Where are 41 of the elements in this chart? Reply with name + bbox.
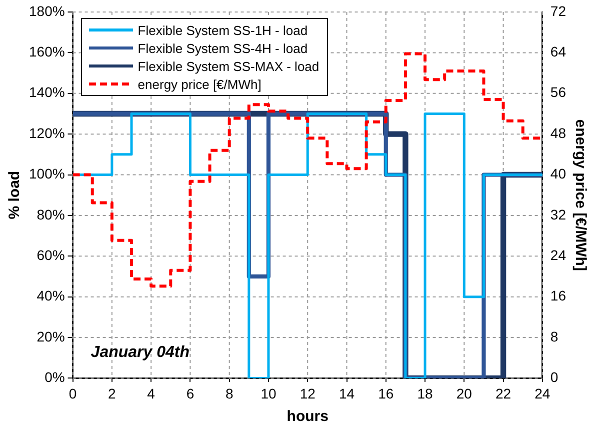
x-tick-label: 18 [417, 385, 434, 402]
y2-tick-label: 56 [550, 84, 566, 100]
x-tick-label: 10 [260, 385, 276, 402]
y2-tick-label: 40 [550, 166, 566, 182]
legend-label: Flexible System SS-MAX - load [138, 58, 320, 74]
y2-tick-label: 72 [550, 2, 566, 19]
x-tick-label: 24 [534, 385, 550, 402]
y-tick-label: 160% [28, 44, 65, 60]
x-tick-label: 4 [147, 385, 156, 402]
legend-label: Flexible System SS-4H - load [138, 40, 308, 56]
y2-tick-label: 48 [550, 124, 566, 141]
x-tick-label: 22 [496, 385, 512, 402]
y-tick-label: 120% [28, 124, 65, 141]
y-tick-label: 20% [36, 328, 65, 344]
y2-tick-label: 64 [550, 44, 566, 60]
x-tick-label: 20 [456, 385, 472, 402]
y-tick-label: 180% [28, 2, 65, 19]
x-tick-label: 8 [225, 385, 234, 402]
y-tick-label: 100% [28, 166, 65, 182]
y-tick-label: 0% [44, 369, 65, 386]
legend-label: energy price [€/MWh] [138, 76, 262, 92]
x-tick-label: 6 [186, 385, 194, 402]
y2-tick-label: 0 [550, 369, 558, 386]
y2-tick-label: 8 [550, 328, 558, 344]
x-tick-label: 0 [68, 385, 77, 402]
x-tick-label: 14 [338, 385, 355, 402]
y-tick-label: 60% [36, 246, 65, 263]
y2-tick-label: 16 [550, 288, 566, 304]
y-tick-label: 140% [28, 84, 65, 100]
x-tick-label: 2 [108, 385, 116, 402]
x-axis-title: hours [286, 408, 328, 426]
y2-tick-label: 24 [550, 246, 566, 263]
y-tick-label: 80% [36, 206, 65, 222]
y2-axis-title: energy price [€/MWh] [572, 119, 589, 271]
annotation: January 04th [90, 344, 190, 362]
x-tick-label: 16 [378, 385, 394, 402]
legend-label: Flexible System SS-1H - load [138, 22, 308, 38]
y2-tick-label: 32 [550, 206, 566, 222]
y-tick-label: 40% [36, 288, 65, 304]
y-axis-title: % load [6, 170, 24, 220]
x-tick-label: 12 [300, 385, 316, 402]
